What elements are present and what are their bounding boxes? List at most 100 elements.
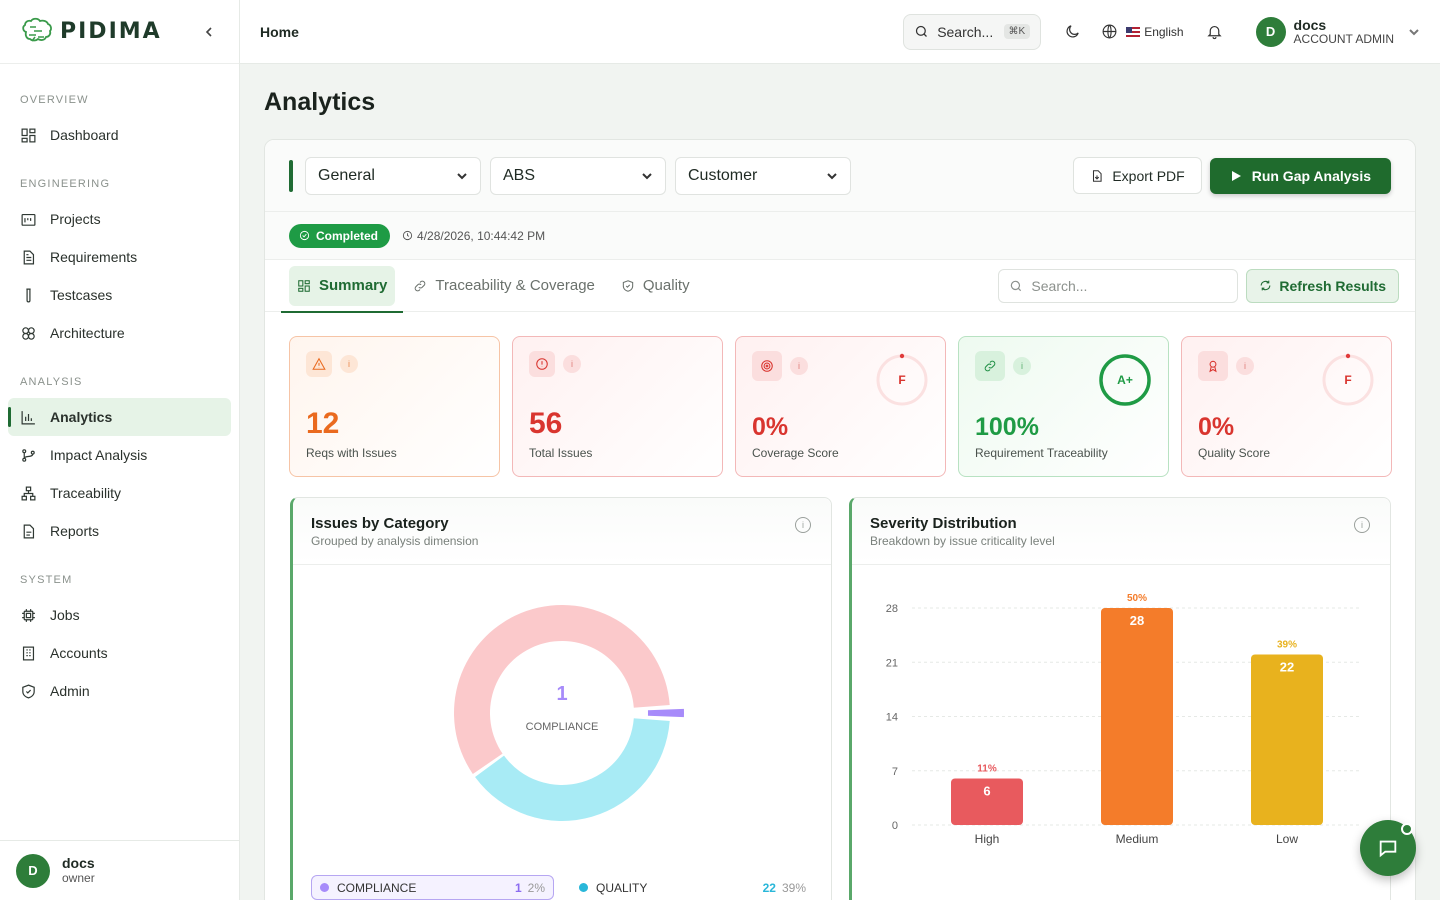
sidebar-item-projects[interactable]: Projects [8, 200, 231, 238]
legend-pct: 2% [527, 880, 545, 895]
chat-icon [1379, 840, 1397, 858]
tab-quality[interactable]: Quality [613, 266, 698, 306]
report-icon [23, 524, 35, 538]
sidebar-user[interactable]: D docs owner [0, 840, 239, 900]
sidebar-item-admin[interactable]: Admin [8, 672, 231, 710]
select-value: General [318, 166, 375, 184]
sidebar-item-reports[interactable]: Reports [8, 512, 231, 550]
tab-summary[interactable]: Summary [280, 265, 404, 313]
kpi-card-coverage-score[interactable]: i F 0% Coverage Score [735, 336, 946, 477]
info-icon[interactable]: i [1236, 357, 1254, 375]
donut-slice[interactable] [647, 708, 684, 718]
chat-button[interactable] [1360, 820, 1416, 876]
kpi-card-quality-score[interactable]: i F 0% Quality Score [1181, 336, 1392, 477]
collapse-sidebar-button[interactable] [199, 22, 219, 42]
bar-value-label: 22 [1280, 660, 1294, 675]
results-search-input[interactable]: Search... [998, 268, 1239, 303]
category-select[interactable]: General [305, 156, 481, 195]
legend-item-compliance[interactable]: COMPLIANCE 1 2% [311, 875, 554, 900]
sidebar-item-label: Projects [50, 211, 101, 227]
info-icon[interactable]: i [563, 355, 581, 373]
cpu-icon [22, 608, 35, 622]
theme-toggle-button[interactable] [1057, 17, 1087, 47]
timestamp-text: 4/28/2026, 10:44:42 PM [417, 228, 546, 243]
kpi-label: Coverage Score [752, 446, 839, 460]
donut-slice[interactable] [475, 718, 670, 821]
donut-chart: 1 COMPLIANCE [454, 605, 684, 821]
donut-slice[interactable] [454, 605, 670, 774]
legend-dot [579, 883, 588, 892]
nav-heading: SYSTEM [20, 574, 73, 586]
grade-text: F [1344, 373, 1351, 387]
check-circle-icon [299, 230, 310, 241]
export-pdf-button[interactable]: Export PDF [1073, 157, 1202, 194]
award-icon [1198, 351, 1228, 381]
info-icon[interactable]: i [1354, 517, 1370, 533]
kpi-card-total-issues[interactable]: i 56 Total Issues [512, 336, 723, 477]
file-download-icon [1093, 169, 1102, 182]
play-icon [1231, 170, 1241, 181]
user-name: docs [62, 855, 95, 872]
sidebar-item-dashboard[interactable]: Dashboard [8, 116, 231, 154]
nav-section-analysis: ANALYSIS Analytics Impact Analysis Trace… [0, 352, 239, 550]
sidebar-item-label: Impact Analysis [50, 447, 148, 463]
project-select[interactable]: ABS [490, 156, 666, 195]
grade-text: A+ [1117, 373, 1133, 387]
kpi-card-reqs-with-issues[interactable]: i 12 Reqs with Issues [289, 336, 500, 477]
sidebar-item-traceability[interactable]: Traceability [8, 474, 231, 512]
language-selector[interactable]: English [1101, 23, 1184, 40]
sidebar-item-accounts[interactable]: Accounts [8, 634, 231, 672]
sidebar-item-analytics[interactable]: Analytics [8, 398, 231, 436]
breadcrumb[interactable]: Home [260, 23, 299, 40]
grade-ring: A+ [1099, 354, 1151, 406]
card-subtitle: Grouped by analysis dimension [311, 534, 479, 548]
sidebar-item-requirements[interactable]: Requirements [8, 238, 231, 276]
test-tube-icon [26, 288, 31, 302]
x-tick-label: Low [1276, 832, 1298, 846]
info-icon[interactable]: i [340, 355, 358, 373]
y-tick-label: 28 [886, 603, 898, 615]
shield-icon [22, 683, 35, 698]
sidebar: PIDIMA OVERVIEW Dashboard ENGINEERING Pr… [0, 0, 240, 900]
link-icon [415, 280, 426, 291]
global-search-button[interactable]: Search... ⌘K [903, 13, 1042, 50]
notifications-button[interactable] [1200, 17, 1230, 47]
bar[interactable] [1101, 608, 1173, 825]
user-menu[interactable]: D docs ACCOUNT ADMIN [1255, 16, 1420, 47]
filter-bar: General ABS Customer Export PDF Run Gap … [265, 140, 1415, 212]
run-gap-analysis-button[interactable]: Run Gap Analysis [1209, 157, 1391, 194]
info-icon[interactable]: i [795, 517, 811, 533]
select-value: Customer [688, 166, 758, 184]
sidebar-item-testcases[interactable]: Testcases [8, 276, 231, 314]
accent-bar [289, 159, 293, 192]
bar-percent-label: 50% [1127, 593, 1147, 604]
us-flag-icon [1126, 26, 1141, 37]
building-icon [22, 646, 35, 660]
legend-name: COMPLIANCE [337, 880, 417, 895]
kpi-card-requirement-traceability[interactable]: i A+ 100% Requirement Traceability [958, 336, 1169, 477]
tab-traceability-coverage[interactable]: Traceability & Coverage [405, 266, 603, 306]
scope-select[interactable]: Customer [675, 156, 851, 195]
sidebar-item-impact-analysis[interactable]: Impact Analysis [8, 436, 231, 474]
donut-legend: COMPLIANCE 1 2% QUALITY 22 39% [311, 875, 814, 900]
refresh-results-button[interactable]: Refresh Results [1246, 268, 1399, 303]
kpi-label: Requirement Traceability [975, 446, 1108, 460]
bar[interactable] [1251, 654, 1323, 826]
sidebar-item-jobs[interactable]: Jobs [8, 596, 231, 634]
sidebar-item-architecture[interactable]: Architecture [8, 314, 231, 352]
x-tick-label: Medium [1116, 832, 1159, 846]
nav-section-system: SYSTEM Jobs Accounts Admin [0, 550, 239, 710]
link-icon [975, 351, 1005, 381]
tab-label: Quality [642, 277, 690, 294]
notification-dot [1401, 823, 1413, 835]
info-icon[interactable]: i [1013, 357, 1031, 375]
tabs-row: Summary Traceability & Coverage Quality … [265, 260, 1415, 313]
nav-section-engineering: ENGINEERING Projects Requirements Testca… [0, 154, 239, 352]
legend-item-quality[interactable]: QUALITY 22 39% [571, 875, 814, 900]
bar[interactable] [951, 778, 1023, 826]
architecture-icon [22, 326, 35, 340]
warning-icon [306, 351, 332, 377]
info-icon[interactable]: i [790, 357, 808, 375]
moon-icon [1066, 25, 1079, 38]
kpi-label: Quality Score [1198, 446, 1271, 460]
